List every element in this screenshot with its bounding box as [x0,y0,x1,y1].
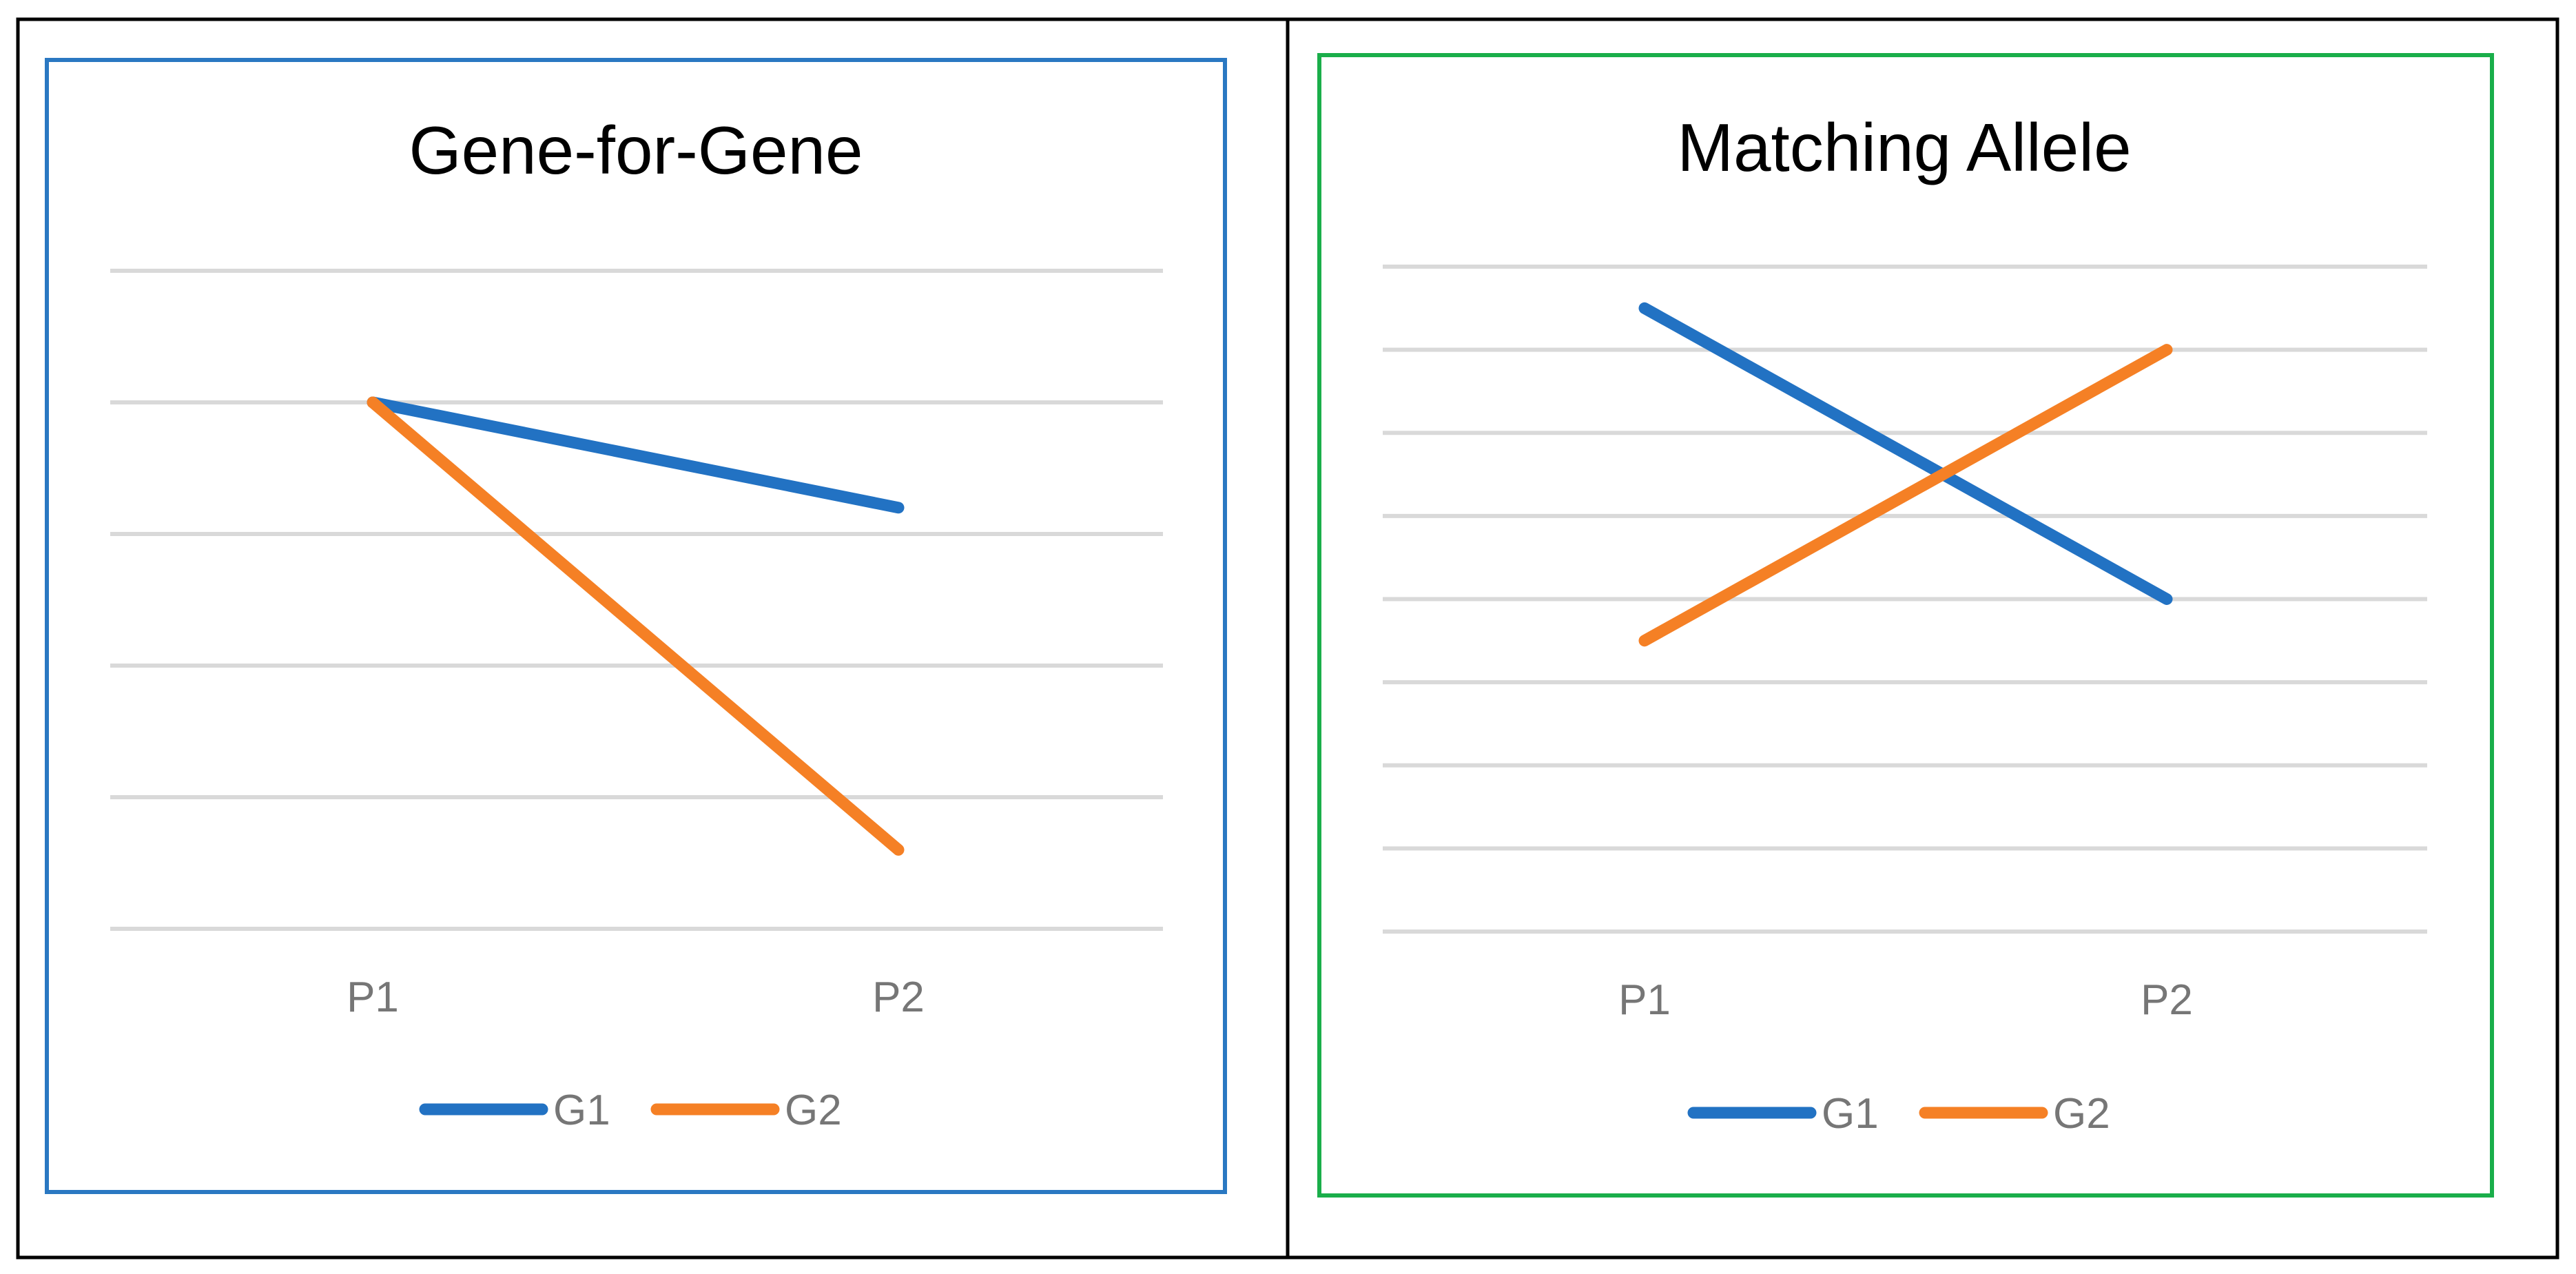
gridlines [1383,265,2427,934]
chart-title: Gene-for-Gene [409,112,863,188]
panel-border [1317,53,2494,1198]
chart-panel-gene-for-gene: Gene-for-Gene P1 P2 G1 G2 [45,58,1227,1194]
x-tick-label: P2 [2141,976,2193,1024]
gridlines [110,269,1163,931]
panel-border [45,58,1227,1194]
legend-label-g1: G1 [1822,1090,1879,1138]
legend: G1 G2 [1687,1090,2110,1138]
legend-label-g2: G2 [2053,1090,2110,1138]
x-tick-label: P2 [872,974,925,1021]
chart-panel-matching-allele: Matching Allele P1 P2 G1 G2 [1317,53,2494,1198]
chart-title: Matching Allele [1677,110,2131,185]
legend: G1 G2 [419,1087,842,1134]
series-line-g2 [1638,344,2173,647]
series-lines [367,396,905,856]
series-lines [1638,302,2173,647]
series-line-g2 [367,396,905,856]
x-tick-label: P1 [347,974,399,1021]
legend-label-g2: G2 [785,1087,842,1134]
series-line-g1 [367,396,905,514]
x-axis-tick-labels: P1 P2 [347,974,925,1021]
legend-label-g1: G1 [553,1087,610,1134]
x-tick-label: P1 [1618,976,1671,1024]
x-axis-tick-labels: P1 P2 [1618,976,2193,1024]
series-line-g1 [1638,302,2173,605]
